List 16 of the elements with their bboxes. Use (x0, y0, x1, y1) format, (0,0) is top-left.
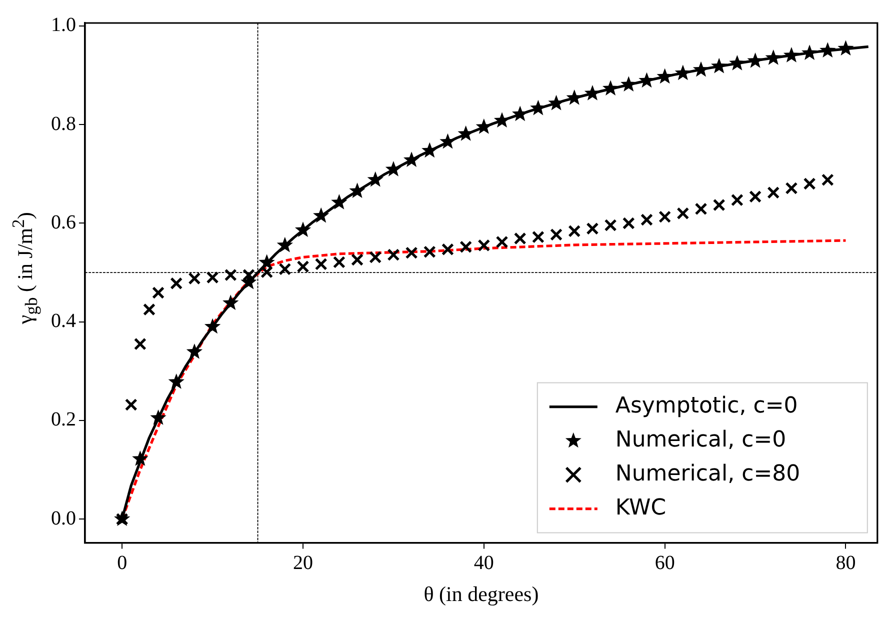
y-tick-label: 0.6 (51, 211, 76, 234)
legend-label: Numerical, c=80 (615, 462, 800, 487)
legend-label: KWC (615, 496, 666, 521)
x-tick-label: 0 (117, 552, 128, 574)
legend-label: Numerical, c=0 (615, 428, 786, 453)
y-tick-label: 0.4 (51, 310, 76, 332)
x-axis-title: θ (in degrees) (424, 582, 539, 606)
x-tick-label: 60 (654, 552, 675, 574)
y-tick-label: 0.2 (51, 408, 76, 431)
y-tick-label: 0.0 (51, 507, 76, 530)
x-tick-label: 40 (474, 552, 494, 574)
legend-label: Asymptotic, c=0 (615, 394, 798, 419)
y-tick-label: 1.0 (51, 14, 76, 36)
y-tick-label: 0.8 (51, 112, 76, 135)
x-tick-label: 20 (293, 552, 313, 574)
x-tick-label: 80 (836, 552, 856, 574)
